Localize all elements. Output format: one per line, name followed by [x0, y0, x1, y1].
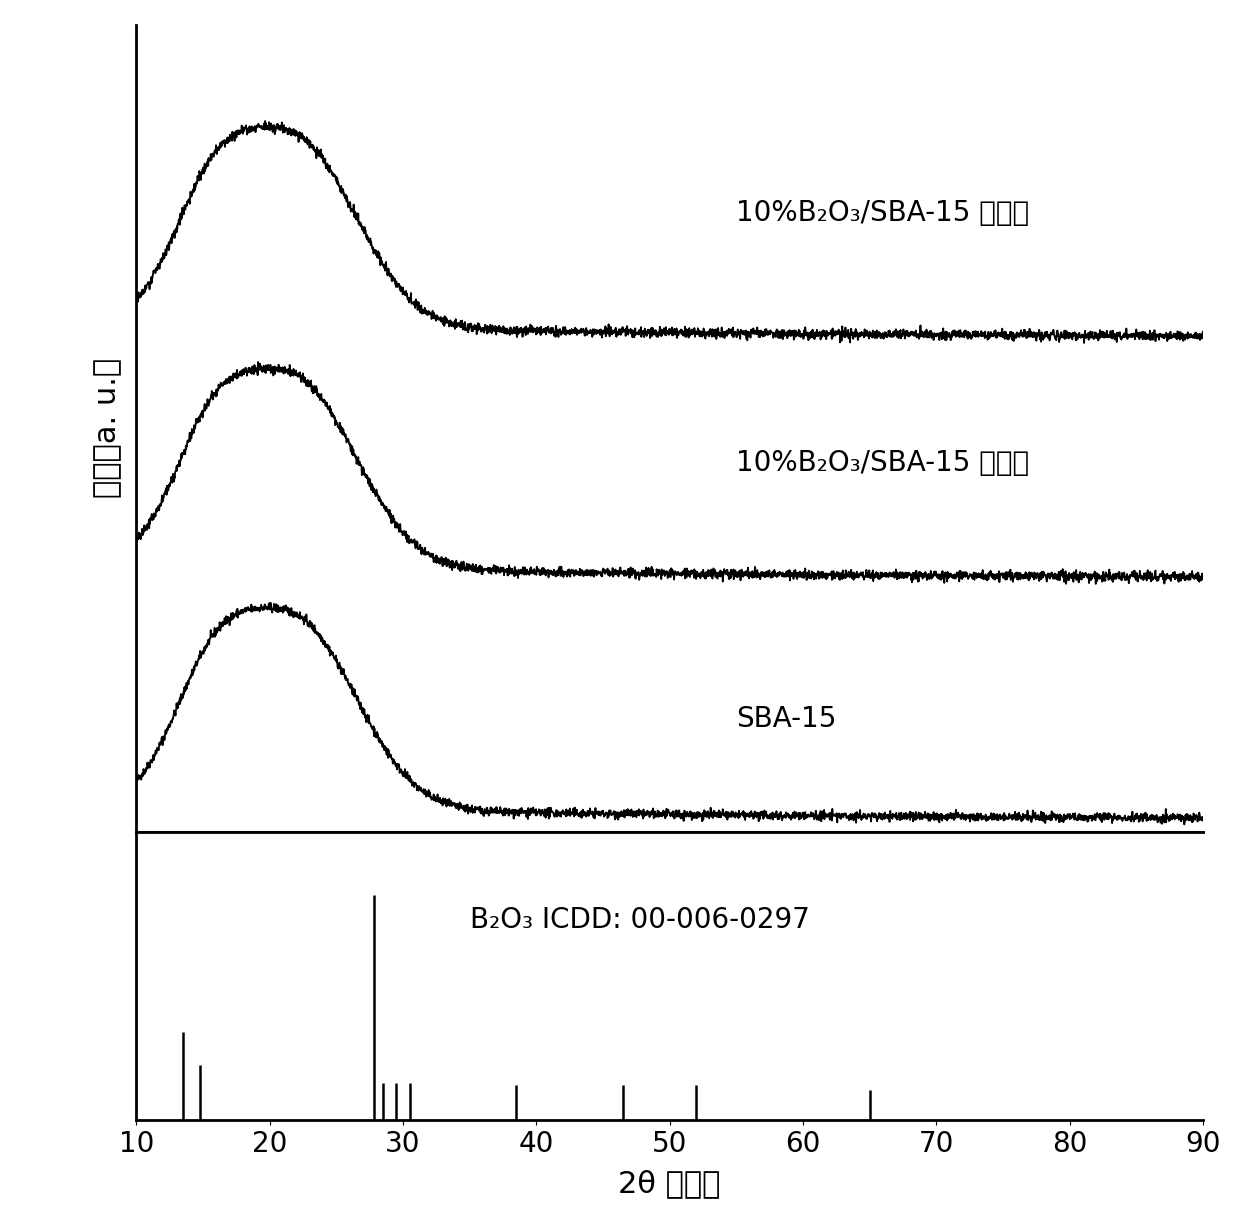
Y-axis label: 强度（a. u.）: 强度（a. u.） — [93, 358, 123, 499]
Text: 10%B₂O₃/SBA-15 反应前: 10%B₂O₃/SBA-15 反应前 — [737, 449, 1029, 478]
Text: B₂O₃ ICDD: 00-006-0297: B₂O₃ ICDD: 00-006-0297 — [470, 906, 810, 933]
X-axis label: 2θ （度）: 2θ （度） — [619, 1169, 720, 1198]
Text: 10%B₂O₃/SBA-15 反应后: 10%B₂O₃/SBA-15 反应后 — [737, 198, 1029, 227]
Text: SBA-15: SBA-15 — [737, 704, 837, 732]
